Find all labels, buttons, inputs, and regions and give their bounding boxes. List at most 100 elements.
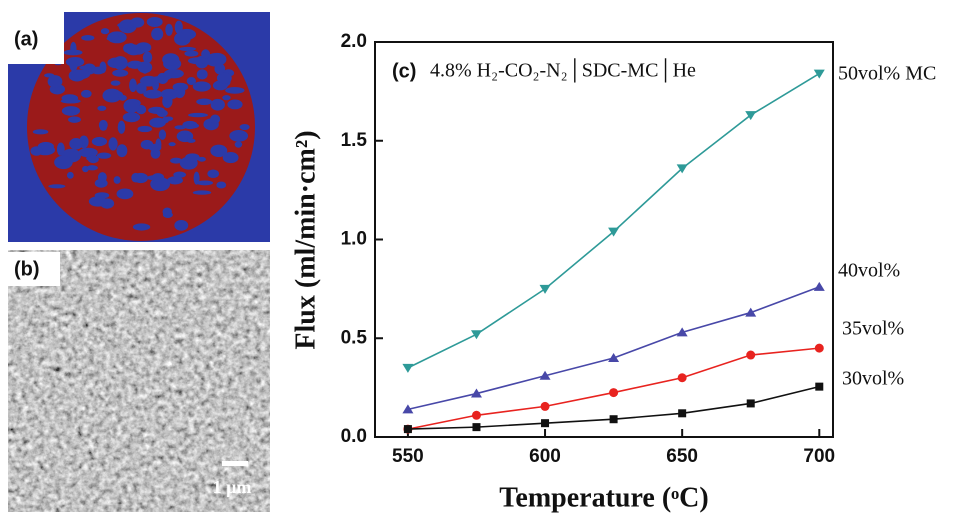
pore	[216, 72, 232, 84]
pore	[133, 172, 149, 184]
pore	[207, 169, 220, 179]
pore	[187, 57, 208, 65]
annotation: 4.8% H₂-CO₂-N₂│SDC-MC│He	[430, 58, 696, 84]
pore	[170, 157, 183, 164]
y-axis-title: Flux (ml/min·cm²)	[290, 130, 321, 349]
y-tick-label: 2.0	[341, 31, 367, 52]
pore	[173, 171, 187, 178]
pore	[214, 63, 226, 75]
pore	[60, 98, 81, 104]
pore	[91, 136, 108, 147]
scale-label: 1 µm	[213, 477, 252, 497]
pore	[192, 190, 212, 195]
pore	[68, 69, 86, 82]
marker	[814, 343, 824, 353]
pore	[216, 181, 227, 189]
pore	[122, 112, 141, 123]
pore	[99, 125, 107, 131]
pore	[148, 106, 165, 114]
pore	[140, 75, 158, 87]
pore	[44, 73, 55, 78]
pore	[54, 155, 73, 170]
pore	[193, 171, 200, 185]
x-tick-label: 550	[392, 446, 424, 467]
pore	[149, 117, 166, 128]
pore	[172, 82, 189, 92]
pore	[160, 88, 179, 100]
pore	[158, 129, 167, 140]
marker	[541, 419, 550, 428]
pore	[97, 105, 107, 111]
marker	[676, 327, 688, 337]
series-label: 40vol%	[838, 260, 900, 282]
marker	[471, 410, 481, 420]
y-tick-label: 0.0	[341, 426, 367, 447]
marker	[539, 284, 551, 294]
marker	[746, 399, 755, 408]
marker	[678, 409, 687, 418]
pore	[151, 27, 164, 41]
pore	[165, 23, 173, 36]
pore	[167, 176, 183, 185]
pore	[222, 152, 239, 164]
pore	[174, 31, 191, 46]
series-label: 30vol%	[842, 368, 904, 390]
pore	[210, 114, 221, 124]
pore	[123, 99, 140, 113]
pore	[178, 46, 196, 51]
pore	[86, 165, 98, 171]
pore	[168, 142, 176, 147]
panel-label: (b)	[14, 258, 40, 280]
pore	[148, 143, 162, 152]
pore	[227, 99, 243, 110]
pore	[69, 58, 78, 72]
label-box	[8, 252, 60, 286]
series-line	[407, 72, 820, 369]
pore	[163, 68, 184, 79]
pore	[196, 69, 208, 80]
marker	[608, 353, 620, 362]
pore	[47, 75, 63, 88]
pore	[234, 141, 243, 148]
marker	[539, 370, 551, 380]
pore	[110, 80, 121, 86]
pore	[116, 188, 134, 200]
pore	[151, 173, 165, 182]
pore	[201, 49, 211, 59]
pore	[30, 146, 43, 156]
pore	[48, 184, 66, 189]
marker	[745, 307, 757, 317]
pore	[113, 56, 128, 70]
y-tick-label: 1.5	[341, 130, 368, 151]
pore	[63, 49, 83, 56]
pore	[137, 125, 153, 133]
pore	[112, 69, 129, 77]
pore	[113, 176, 121, 184]
y-tick-label: 0.5	[341, 327, 368, 348]
pore	[118, 94, 127, 101]
marker	[402, 404, 414, 414]
pore	[174, 219, 189, 231]
pore	[188, 112, 208, 118]
pore	[126, 44, 141, 56]
pore	[205, 53, 226, 67]
x-tick-label: 700	[803, 446, 835, 467]
pore	[182, 120, 198, 130]
marker	[402, 363, 414, 373]
pore	[239, 123, 250, 131]
pore	[91, 66, 105, 75]
pore	[174, 20, 183, 34]
pore	[116, 144, 128, 158]
marker	[472, 423, 481, 432]
pore	[192, 81, 211, 92]
label-box	[8, 12, 64, 64]
marker	[746, 350, 756, 360]
panel-a-image	[8, 12, 270, 242]
pore	[32, 129, 49, 135]
panel-b-image	[8, 250, 270, 512]
series-label: 35vol%	[842, 318, 904, 340]
pore	[197, 156, 206, 162]
pore	[146, 16, 163, 27]
series-label: 50vol% MC	[838, 63, 936, 85]
